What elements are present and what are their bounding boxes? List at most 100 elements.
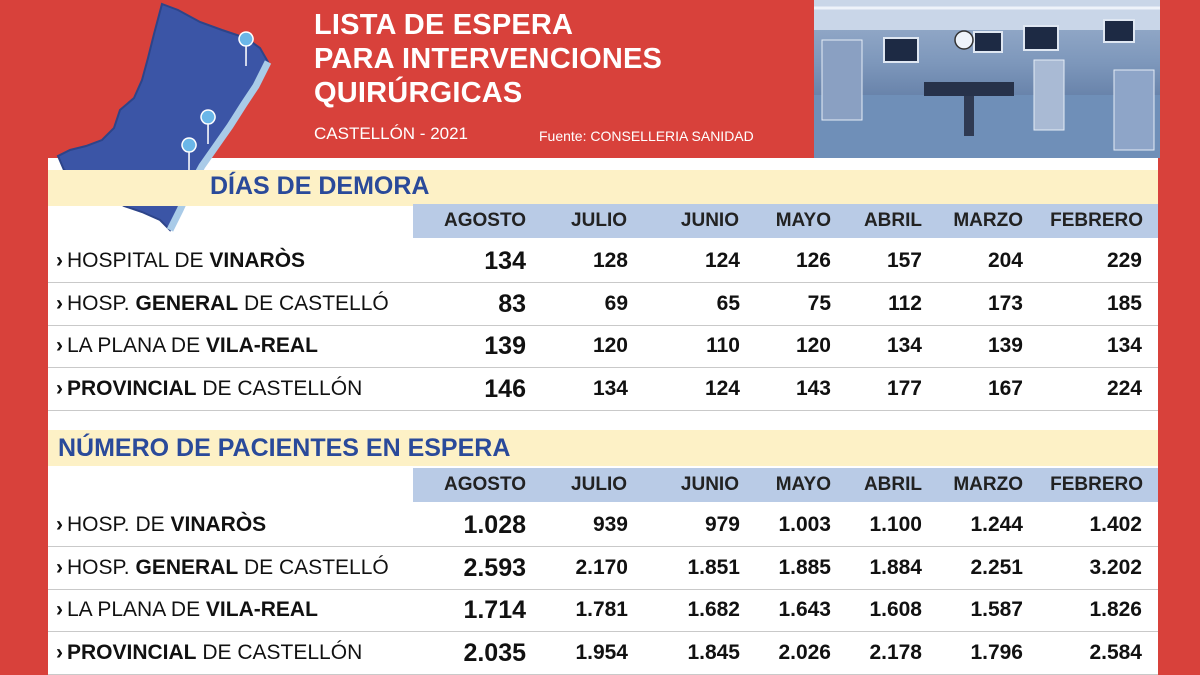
cell-days-julio: 120 <box>592 334 628 357</box>
title-line-1: LISTA DE ESPERA <box>314 9 574 41</box>
cell-days-junio: 65 <box>716 291 740 315</box>
cell-patients-marzo: 1.244 <box>970 513 1023 536</box>
cell-patients-julio: 939 <box>592 513 628 536</box>
header-title: LISTA DE ESPERA PARA INTERVENCIONES QUIR… <box>314 8 662 110</box>
patients-section-title: NÚMERO DE PACIENTES EN ESPERA <box>58 434 511 462</box>
row-label: › LA PLANA DE VILA-REAL <box>56 325 318 367</box>
month-header-2: JULIO <box>571 474 627 495</box>
table-row: › HOSP. GENERAL DE CASTELLÓ 2.593 2.170 1.85… <box>48 547 1158 590</box>
row-label-bold: PROVINCIAL <box>67 640 197 664</box>
delay-section-bar <box>48 170 1158 206</box>
cell-days-agosto: 146 <box>484 374 526 403</box>
row-label: › LA PLANA DE VILA-REAL <box>56 589 318 631</box>
patients-section-bar <box>48 430 1158 466</box>
month-header-6: MARZO <box>953 474 1023 495</box>
title-line-2: PARA INTERVENCIONES <box>314 43 663 75</box>
cell-patients-agosto: 1.028 <box>463 511 526 539</box>
operating-room-photo <box>814 0 1160 158</box>
row-label-bold: GENERAL <box>135 555 239 579</box>
table-row: › HOSPITAL DE VINARÒS 134 128 124 126 157 204 22… <box>48 240 1158 283</box>
row-label: › PROVINCIAL DE CASTELLÓN <box>56 632 362 674</box>
cell-days-julio: 69 <box>604 291 628 315</box>
month-header-3: JUNIO <box>680 210 739 231</box>
cell-patients-julio: 2.170 <box>575 555 628 579</box>
cell-patients-abril: 2.178 <box>869 640 922 664</box>
row-label: › HOSP. GENERAL DE CASTELLÓ <box>56 547 389 589</box>
row-label-pre: HOSPITAL DE <box>67 249 210 272</box>
row-label-bold: VINARÒS <box>170 513 267 536</box>
cell-patients-mayo: 2.026 <box>778 640 831 664</box>
table-row: › PROVINCIAL DE CASTELLÓN 2.035 1.954 1.845 2… <box>48 632 1158 675</box>
cell-days-marzo: 139 <box>987 334 1023 357</box>
cell-patients-junio: 1.851 <box>687 555 740 579</box>
cell-patients-mayo: 1.885 <box>778 555 831 579</box>
chevron-right-icon: › <box>56 291 63 315</box>
cell-days-abril: 157 <box>886 249 922 272</box>
row-label-bold: GENERAL <box>135 291 239 315</box>
row-label-post: DE CASTELLÓN <box>196 640 363 664</box>
cell-patients-abril: 1.608 <box>869 598 922 621</box>
row-label-post: DE CASTELLÓN <box>196 376 363 400</box>
cell-patients-julio: 1.781 <box>575 598 628 621</box>
title-line-3: QUIRÚRGICAS <box>314 77 523 109</box>
row-label: › PROVINCIAL DE CASTELLÓN <box>56 368 362 410</box>
row-label-bold: VINARÒS <box>209 249 306 272</box>
cell-patients-febrero: 1.402 <box>1089 513 1142 536</box>
row-label-bold: PROVINCIAL <box>67 376 197 400</box>
cell-days-abril: 177 <box>886 376 922 400</box>
month-header-7: FEBRERO <box>1050 474 1143 495</box>
chevron-right-icon: › <box>56 249 63 272</box>
table-row: › LA PLANA DE VILA-REAL 139 120 110 120 134 139… <box>48 325 1158 368</box>
cell-days-abril: 112 <box>888 291 922 315</box>
row-label: › HOSP. DE VINARÒS <box>56 504 266 546</box>
cell-days-junio: 124 <box>704 249 740 272</box>
row-label-pre: HOSP. DE <box>67 513 171 536</box>
month-header-6: MARZO <box>953 210 1023 231</box>
cell-days-febrero: 224 <box>1106 376 1142 400</box>
chevron-right-icon: › <box>56 598 63 621</box>
cell-days-febrero: 185 <box>1106 291 1142 315</box>
patients-month-header: AGOSTO JULIO JUNIO MAYO ABRIL MARZO FEBR… <box>413 468 1158 502</box>
cell-days-mayo: 126 <box>795 249 831 272</box>
month-header-4: MAYO <box>775 474 831 495</box>
month-header-7: FEBRERO <box>1050 210 1143 231</box>
row-label-bold: VILA-REAL <box>205 334 318 357</box>
delay-section-title: DÍAS DE DEMORA <box>210 172 430 200</box>
cell-patients-febrero: 2.584 <box>1089 640 1142 664</box>
chevron-right-icon: › <box>56 555 63 579</box>
cell-patients-abril: 1.884 <box>869 555 922 579</box>
cell-patients-marzo: 1.587 <box>970 598 1023 621</box>
table-row: › PROVINCIAL DE CASTELLÓN 146 134 124 143 177 1… <box>48 368 1158 411</box>
cell-patients-marzo: 1.796 <box>970 640 1023 664</box>
cell-patients-mayo: 1.643 <box>778 598 831 621</box>
month-header-5: ABRIL <box>863 210 922 231</box>
chevron-right-icon: › <box>56 334 63 357</box>
cell-days-junio: 110 <box>706 334 740 357</box>
cell-days-mayo: 143 <box>795 376 831 400</box>
chevron-right-icon: › <box>56 376 63 400</box>
cell-patients-agosto: 1.714 <box>463 596 526 624</box>
cell-days-mayo: 120 <box>795 334 831 357</box>
cell-days-marzo: 167 <box>987 376 1023 400</box>
chevron-right-icon: › <box>56 640 63 664</box>
cell-days-julio: 134 <box>592 376 628 400</box>
month-header-2: JULIO <box>571 210 627 231</box>
table-row: › HOSP. DE VINARÒS 1.028 939 979 1.003 1.100 1.… <box>48 504 1158 547</box>
row-label-bold: VILA-REAL <box>205 598 318 621</box>
source-credit: Fuente: CONSELLERIA SANIDAD <box>539 128 754 144</box>
cell-days-marzo: 173 <box>987 291 1023 315</box>
row-label-pre: LA PLANA DE <box>67 334 206 357</box>
row-label-pre: HOSP. <box>67 555 136 579</box>
cell-days-junio: 124 <box>704 376 740 400</box>
cell-days-agosto: 83 <box>498 289 526 318</box>
cell-patients-febrero: 3.202 <box>1089 555 1142 579</box>
row-label-pre: LA PLANA DE <box>67 598 206 621</box>
cell-patients-junio: 1.845 <box>687 640 740 664</box>
row-label-pre: HOSP. <box>67 291 136 315</box>
cell-patients-mayo: 1.003 <box>778 513 831 536</box>
subtitle: CASTELLÓN - 2021 <box>314 124 469 143</box>
cell-patients-marzo: 2.251 <box>970 555 1023 579</box>
cell-patients-agosto: 2.593 <box>463 553 526 582</box>
cell-days-marzo: 204 <box>987 249 1023 272</box>
chevron-right-icon: › <box>56 513 63 536</box>
